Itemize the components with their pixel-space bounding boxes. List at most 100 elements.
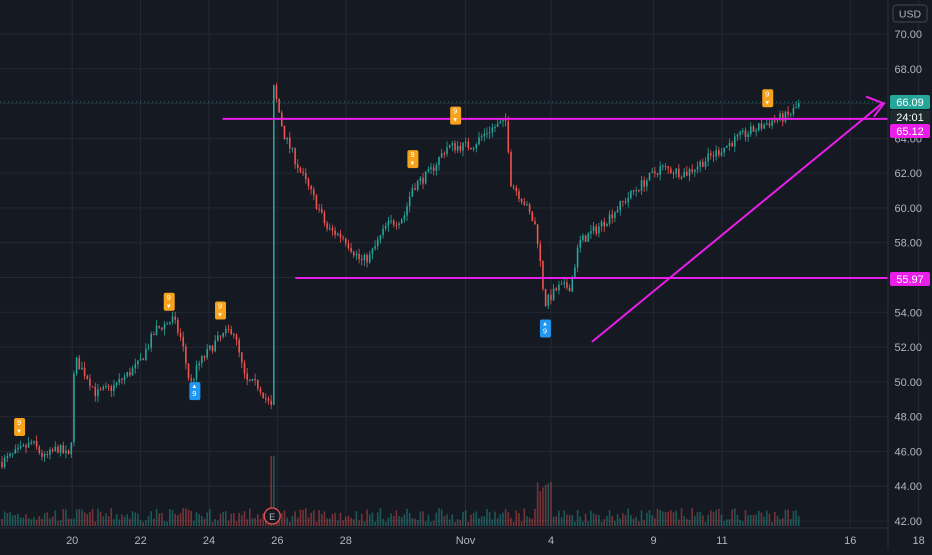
candle-body	[304, 173, 307, 180]
volume-bar	[198, 514, 200, 526]
volume-bar	[672, 512, 675, 526]
y-tick-label: 68.00	[894, 64, 922, 76]
volume-bar	[14, 514, 17, 526]
candle-body	[587, 233, 590, 242]
volume-bar	[27, 518, 30, 526]
marker-count: 9	[410, 150, 414, 159]
time-axis[interactable]: 20 22 24 26 28 Nov 4 9 11 16 18	[0, 527, 925, 547]
volume-bar	[3, 511, 6, 526]
price-labels: 66.09 24:01 65.12 55.97	[890, 95, 930, 286]
volume-bar	[544, 484, 547, 526]
marker-count: 9	[543, 326, 547, 335]
candle-body	[227, 328, 230, 330]
volume-bar	[555, 516, 558, 526]
marker-count: 9	[17, 418, 21, 427]
volume-bar	[382, 518, 384, 526]
volume-bar	[59, 519, 62, 526]
x-tick-label: 11	[716, 535, 727, 547]
volume-bar	[89, 512, 91, 526]
volume-bar	[515, 510, 518, 526]
volume-bar	[262, 513, 264, 526]
drawings[interactable]	[0, 95, 888, 343]
volume-bar	[664, 512, 667, 526]
candle-body	[427, 169, 430, 172]
candle-body	[568, 287, 571, 292]
volume-bar	[502, 512, 504, 526]
candle-body	[59, 445, 62, 453]
volume-bar	[430, 521, 432, 526]
volume-bar	[273, 456, 275, 526]
volume-bar	[203, 518, 206, 526]
volume-bar	[107, 516, 110, 526]
candle-body	[494, 126, 496, 128]
volume-bar	[499, 514, 502, 526]
candle-body	[414, 188, 416, 190]
volume-bar	[320, 514, 323, 526]
y-tick-label: 42.00	[894, 516, 922, 528]
currency-button[interactable]: USD	[892, 4, 928, 23]
volume-bar	[784, 509, 787, 526]
volume-bar	[30, 519, 33, 526]
volume-bar	[302, 509, 304, 526]
candle-body	[773, 120, 776, 122]
trend-line[interactable]	[591, 102, 883, 343]
volume-bar	[249, 508, 251, 526]
volume-bar	[411, 517, 414, 526]
candle-body	[230, 329, 232, 335]
volume-bar	[587, 521, 590, 526]
candle-body	[680, 176, 683, 178]
last-price-label-text: 66.09	[896, 97, 924, 109]
volume-bar	[171, 510, 174, 526]
volume-bar	[558, 510, 560, 526]
x-tick-label: Nov	[456, 535, 476, 547]
candle-body	[686, 171, 688, 176]
marker-count: 9	[765, 89, 769, 98]
candle-body	[65, 450, 67, 454]
volume-bar	[773, 511, 776, 526]
candle-body	[49, 449, 51, 455]
y-tick-label: 70.00	[894, 29, 922, 41]
volume-bar	[576, 509, 579, 526]
volume-bar	[616, 514, 619, 526]
candle-body	[752, 126, 755, 132]
candle-body	[288, 137, 291, 149]
candle-body	[302, 171, 304, 174]
volume-bar	[22, 517, 25, 526]
volume-bar	[254, 518, 256, 526]
candle-body	[480, 136, 483, 138]
candle-body	[518, 191, 520, 199]
volume-bar	[590, 510, 592, 526]
candle-body	[411, 188, 414, 197]
candle-body	[352, 251, 355, 256]
candle-body	[424, 171, 427, 184]
countdown-label-bg	[890, 110, 930, 124]
currency-label: USD	[899, 9, 922, 21]
volume-bar	[299, 509, 302, 526]
candle-body	[225, 328, 227, 334]
volume-bar	[312, 510, 315, 526]
volume-bar	[504, 509, 507, 526]
candle-body	[390, 220, 392, 222]
volume-bar	[243, 510, 246, 526]
marker-badge	[762, 89, 774, 108]
candle-body	[102, 387, 105, 390]
candle-body	[198, 363, 200, 366]
earnings-marker[interactable]: E	[263, 507, 281, 525]
price-axis[interactable]: 70.0068.0066.0064.0062.0060.0058.0056.00…	[887, 0, 922, 550]
volume-bar	[757, 510, 760, 526]
candle-body	[339, 233, 342, 238]
candle-body	[147, 347, 150, 349]
candle-body	[488, 132, 491, 134]
volume-bar	[688, 519, 691, 526]
volume-bar	[86, 514, 89, 526]
x-tick-label: 9	[651, 535, 657, 547]
candle-body	[265, 398, 267, 400]
candle-body	[358, 254, 360, 260]
volume-bar	[632, 518, 635, 526]
volume-bar	[462, 511, 464, 526]
volume-bar	[678, 519, 680, 526]
candle-body	[675, 168, 677, 174]
candle-body	[728, 142, 731, 146]
